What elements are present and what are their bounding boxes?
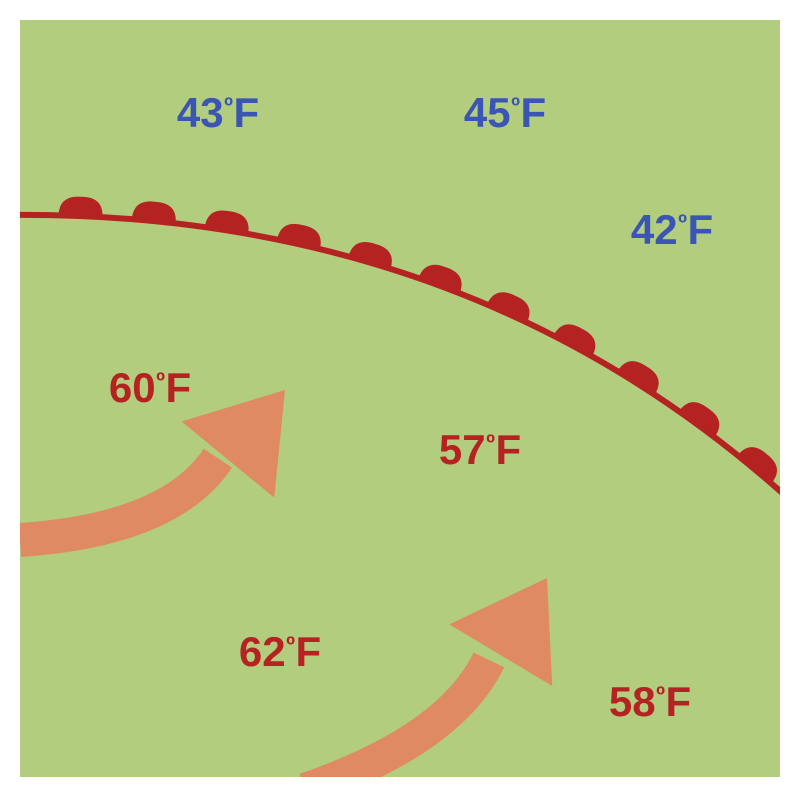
degree-symbol: º: [224, 93, 233, 120]
temp-unit: F: [295, 628, 321, 675]
temp-unit: F: [687, 206, 713, 253]
temp-value: 43: [177, 89, 224, 136]
degree-symbol: º: [511, 93, 520, 120]
temp-label-cold: 42ºF: [631, 206, 713, 254]
temp-value: 58: [609, 678, 656, 725]
degree-symbol: º: [156, 368, 165, 395]
temp-unit: F: [520, 89, 546, 136]
temp-value: 62: [239, 628, 286, 675]
temp-unit: F: [165, 364, 191, 411]
temp-label-cold: 45ºF: [464, 89, 546, 137]
temp-unit: F: [495, 426, 521, 473]
temp-label-cold: 43ºF: [177, 89, 259, 137]
temp-value: 45: [464, 89, 511, 136]
temp-unit: F: [665, 678, 691, 725]
temp-value: 60: [109, 364, 156, 411]
temp-label-warm: 60ºF: [109, 364, 191, 412]
temp-unit: F: [233, 89, 259, 136]
degree-symbol: º: [656, 682, 665, 709]
temp-label-warm: 58ºF: [609, 678, 691, 726]
temp-value: 42: [631, 206, 678, 253]
degree-symbol: º: [286, 632, 295, 659]
temp-label-warm: 62ºF: [239, 628, 321, 676]
temp-value: 57: [439, 426, 486, 473]
warm-front-diagram: 43ºF45ºF42ºF60ºF57ºF62ºF58ºF: [0, 0, 800, 797]
degree-symbol: º: [678, 210, 687, 237]
degree-symbol: º: [486, 430, 495, 457]
temp-label-warm: 57ºF: [439, 426, 521, 474]
